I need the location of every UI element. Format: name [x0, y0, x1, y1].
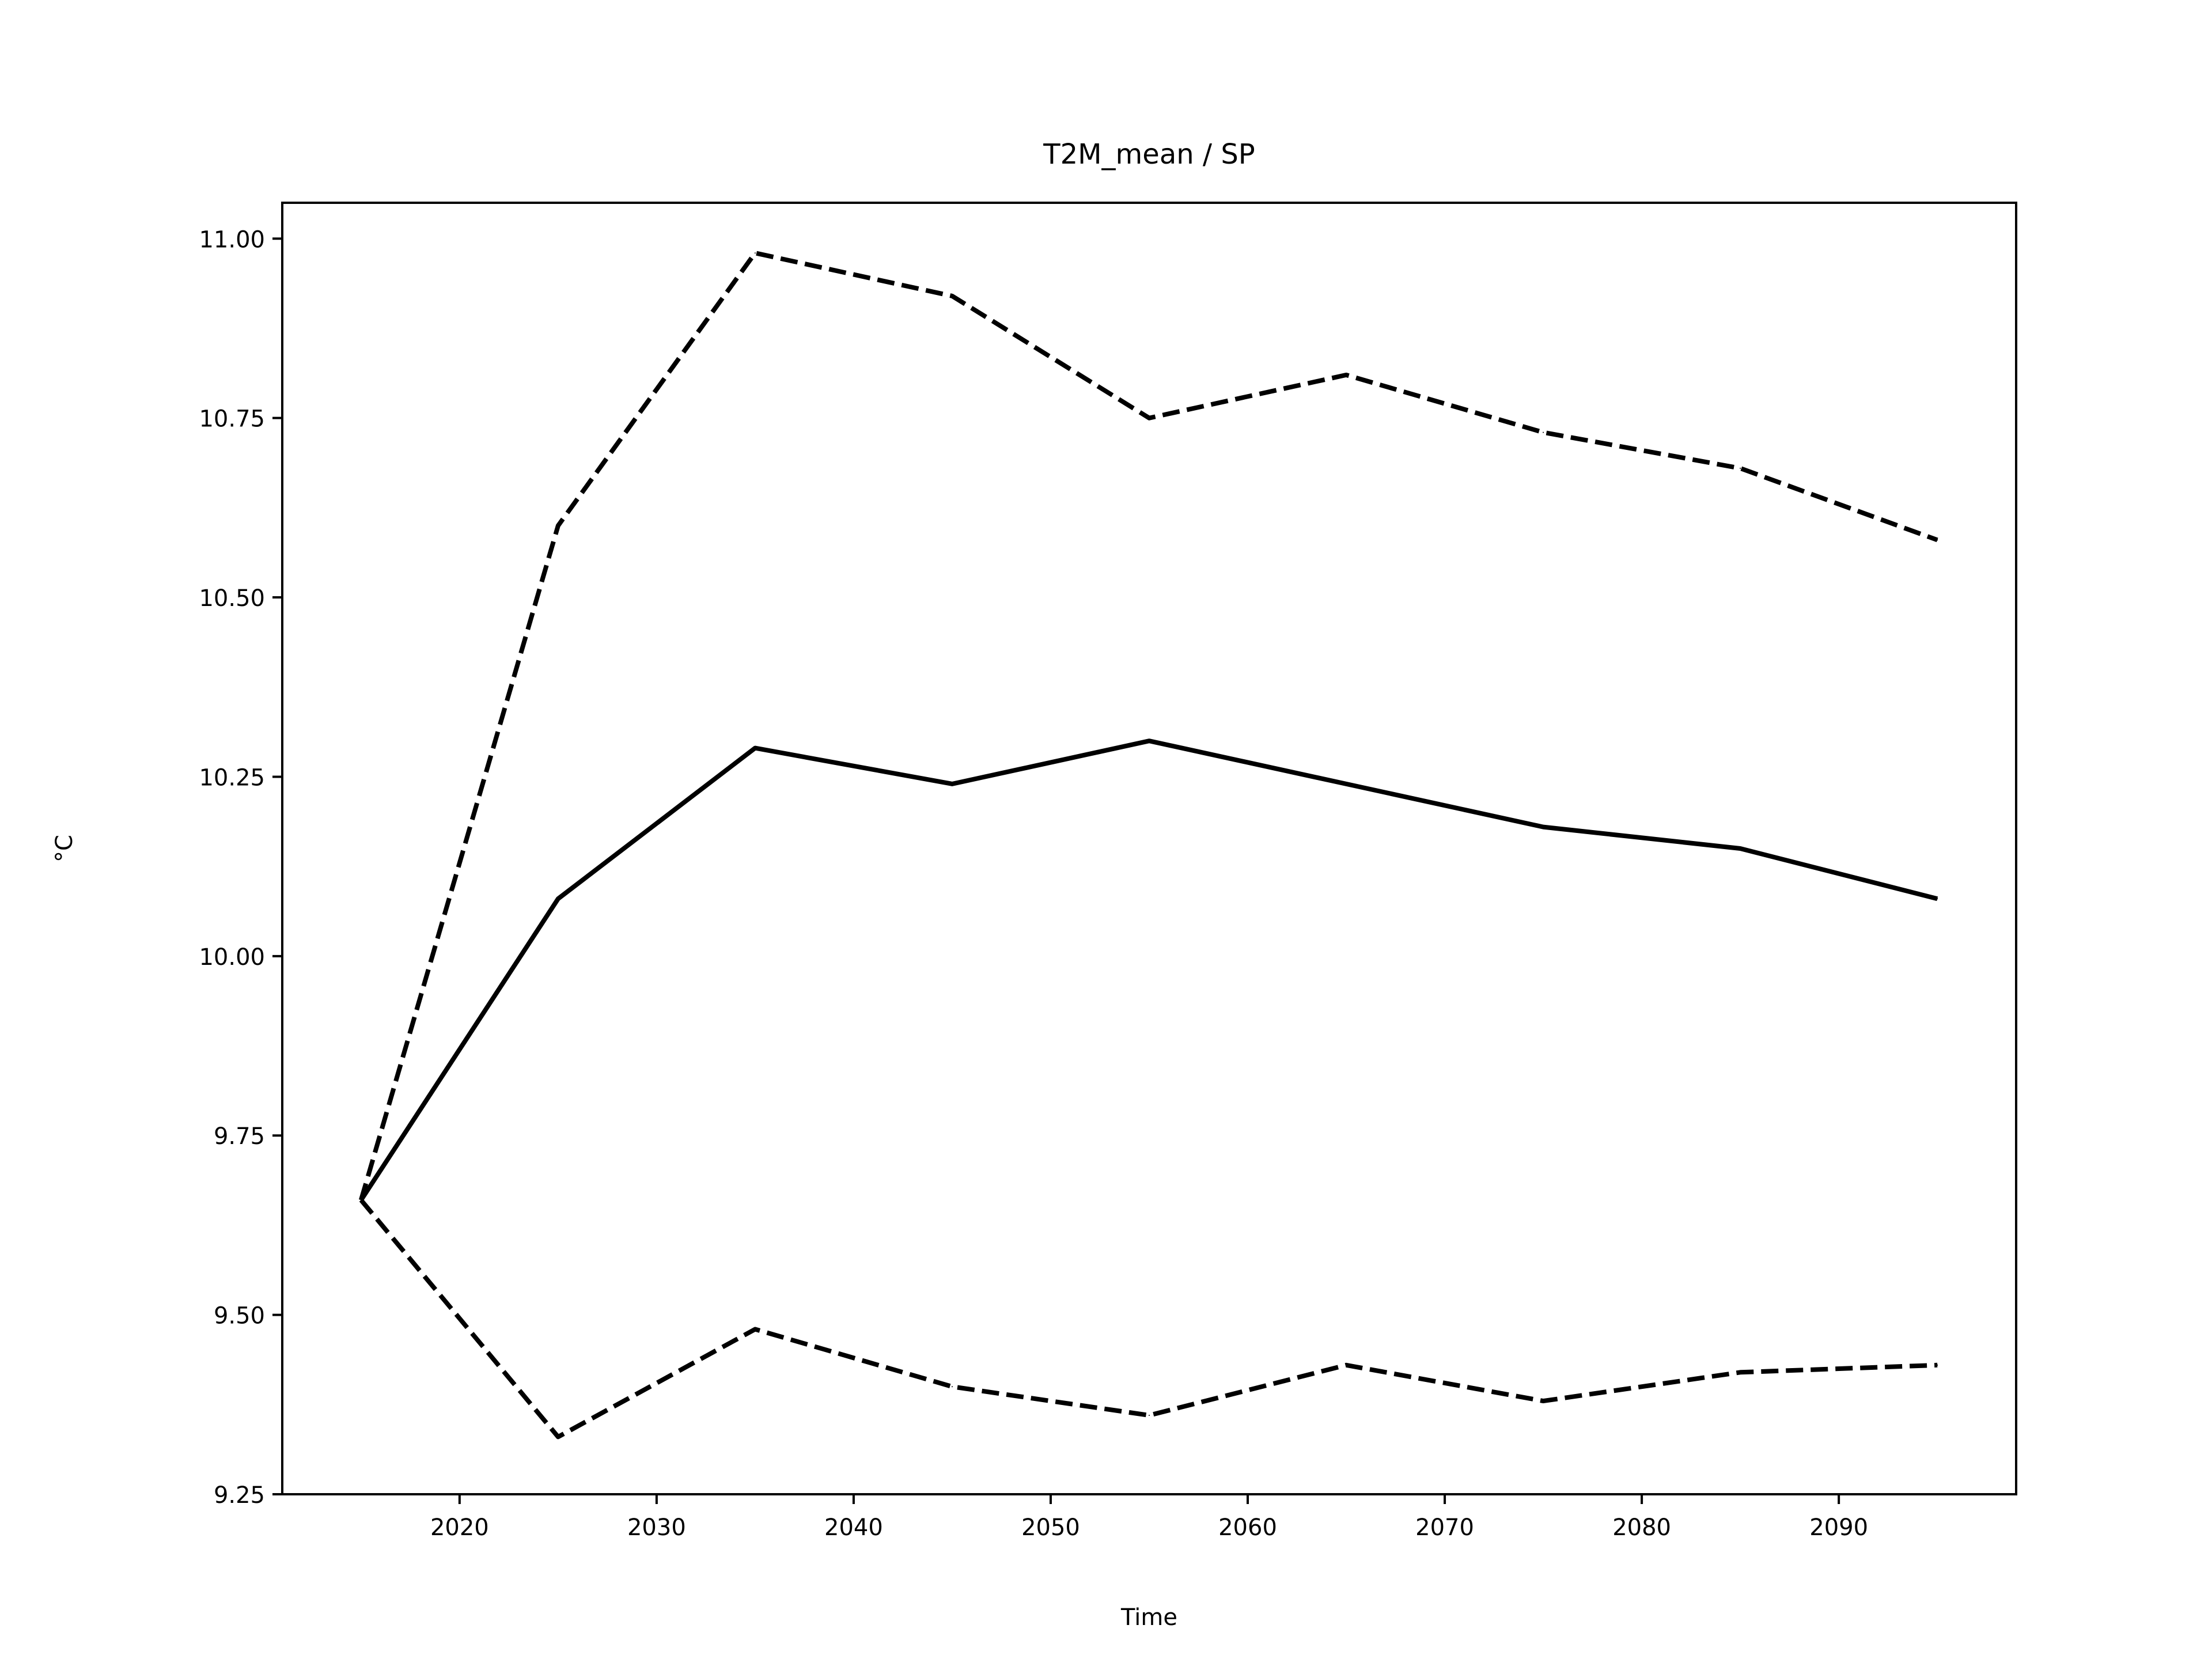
series-2-point: [1740, 467, 1741, 469]
series-1-point: [1740, 848, 1741, 849]
series-1-point: [754, 747, 756, 749]
series-1-point: [1937, 898, 1938, 900]
x-tick-label: 2060: [1218, 1514, 1277, 1541]
series-3-point: [360, 1199, 362, 1201]
series-3-point: [1740, 1372, 1741, 1373]
y-tick-label: 10.00: [199, 944, 265, 971]
x-tick-label: 2050: [1021, 1514, 1080, 1541]
series-1-point: [952, 783, 953, 785]
plot-frame: [281, 202, 2017, 1495]
series-layer: [358, 251, 1938, 1440]
series-2-point: [754, 252, 756, 254]
x-axis-ticks: 2020 2030 2040 2050 2060 2070 2080 2090: [430, 1494, 1868, 1541]
series-3-point: [1346, 1364, 1347, 1366]
y-axis-label: °C: [51, 835, 78, 862]
series-3-point: [557, 1436, 559, 1438]
y-axis-ticks: 9.25 9.50 9.75 10.00 10.25 10.50 10.75 11.00: [199, 226, 282, 1509]
series-2-point: [1543, 431, 1544, 433]
y-tick-label: 9.25: [214, 1482, 265, 1509]
x-tick-label: 2040: [824, 1514, 883, 1541]
x-tick-label: 2090: [1809, 1514, 1868, 1541]
y-tick-label: 10.75: [199, 406, 265, 433]
x-axis-label: Time: [1120, 1604, 1177, 1631]
series-1-point: [1543, 826, 1544, 828]
series-line-3: [359, 1198, 1938, 1440]
series-3-point: [952, 1386, 953, 1388]
x-tick-label: 2030: [627, 1514, 686, 1541]
y-tick-label: 9.75: [214, 1123, 265, 1150]
x-tick-label: 2070: [1415, 1514, 1474, 1541]
series-3-point: [1937, 1364, 1938, 1366]
series-2-point: [952, 295, 953, 297]
series-1-point: [557, 898, 559, 900]
x-tick-label: 2080: [1612, 1514, 1671, 1541]
series-3-point: [1149, 1415, 1150, 1416]
y-tick-label: 10.25: [199, 764, 265, 791]
series-2-point: [557, 525, 559, 527]
series-1-point: [1149, 740, 1150, 742]
series-3-point: [1543, 1400, 1544, 1402]
series-1-point: [1346, 783, 1347, 785]
series-2-point: [1937, 539, 1938, 541]
series-2-point: [1346, 374, 1347, 376]
series-2-point: [1149, 417, 1150, 419]
y-tick-label: 11.00: [199, 226, 265, 253]
series-3-point: [754, 1328, 756, 1330]
x-tick-label: 2020: [430, 1514, 489, 1541]
chart-title: T2M_mean / SP: [1043, 138, 1255, 171]
y-tick-label: 10.50: [199, 585, 265, 612]
y-tick-label: 9.50: [214, 1303, 265, 1330]
